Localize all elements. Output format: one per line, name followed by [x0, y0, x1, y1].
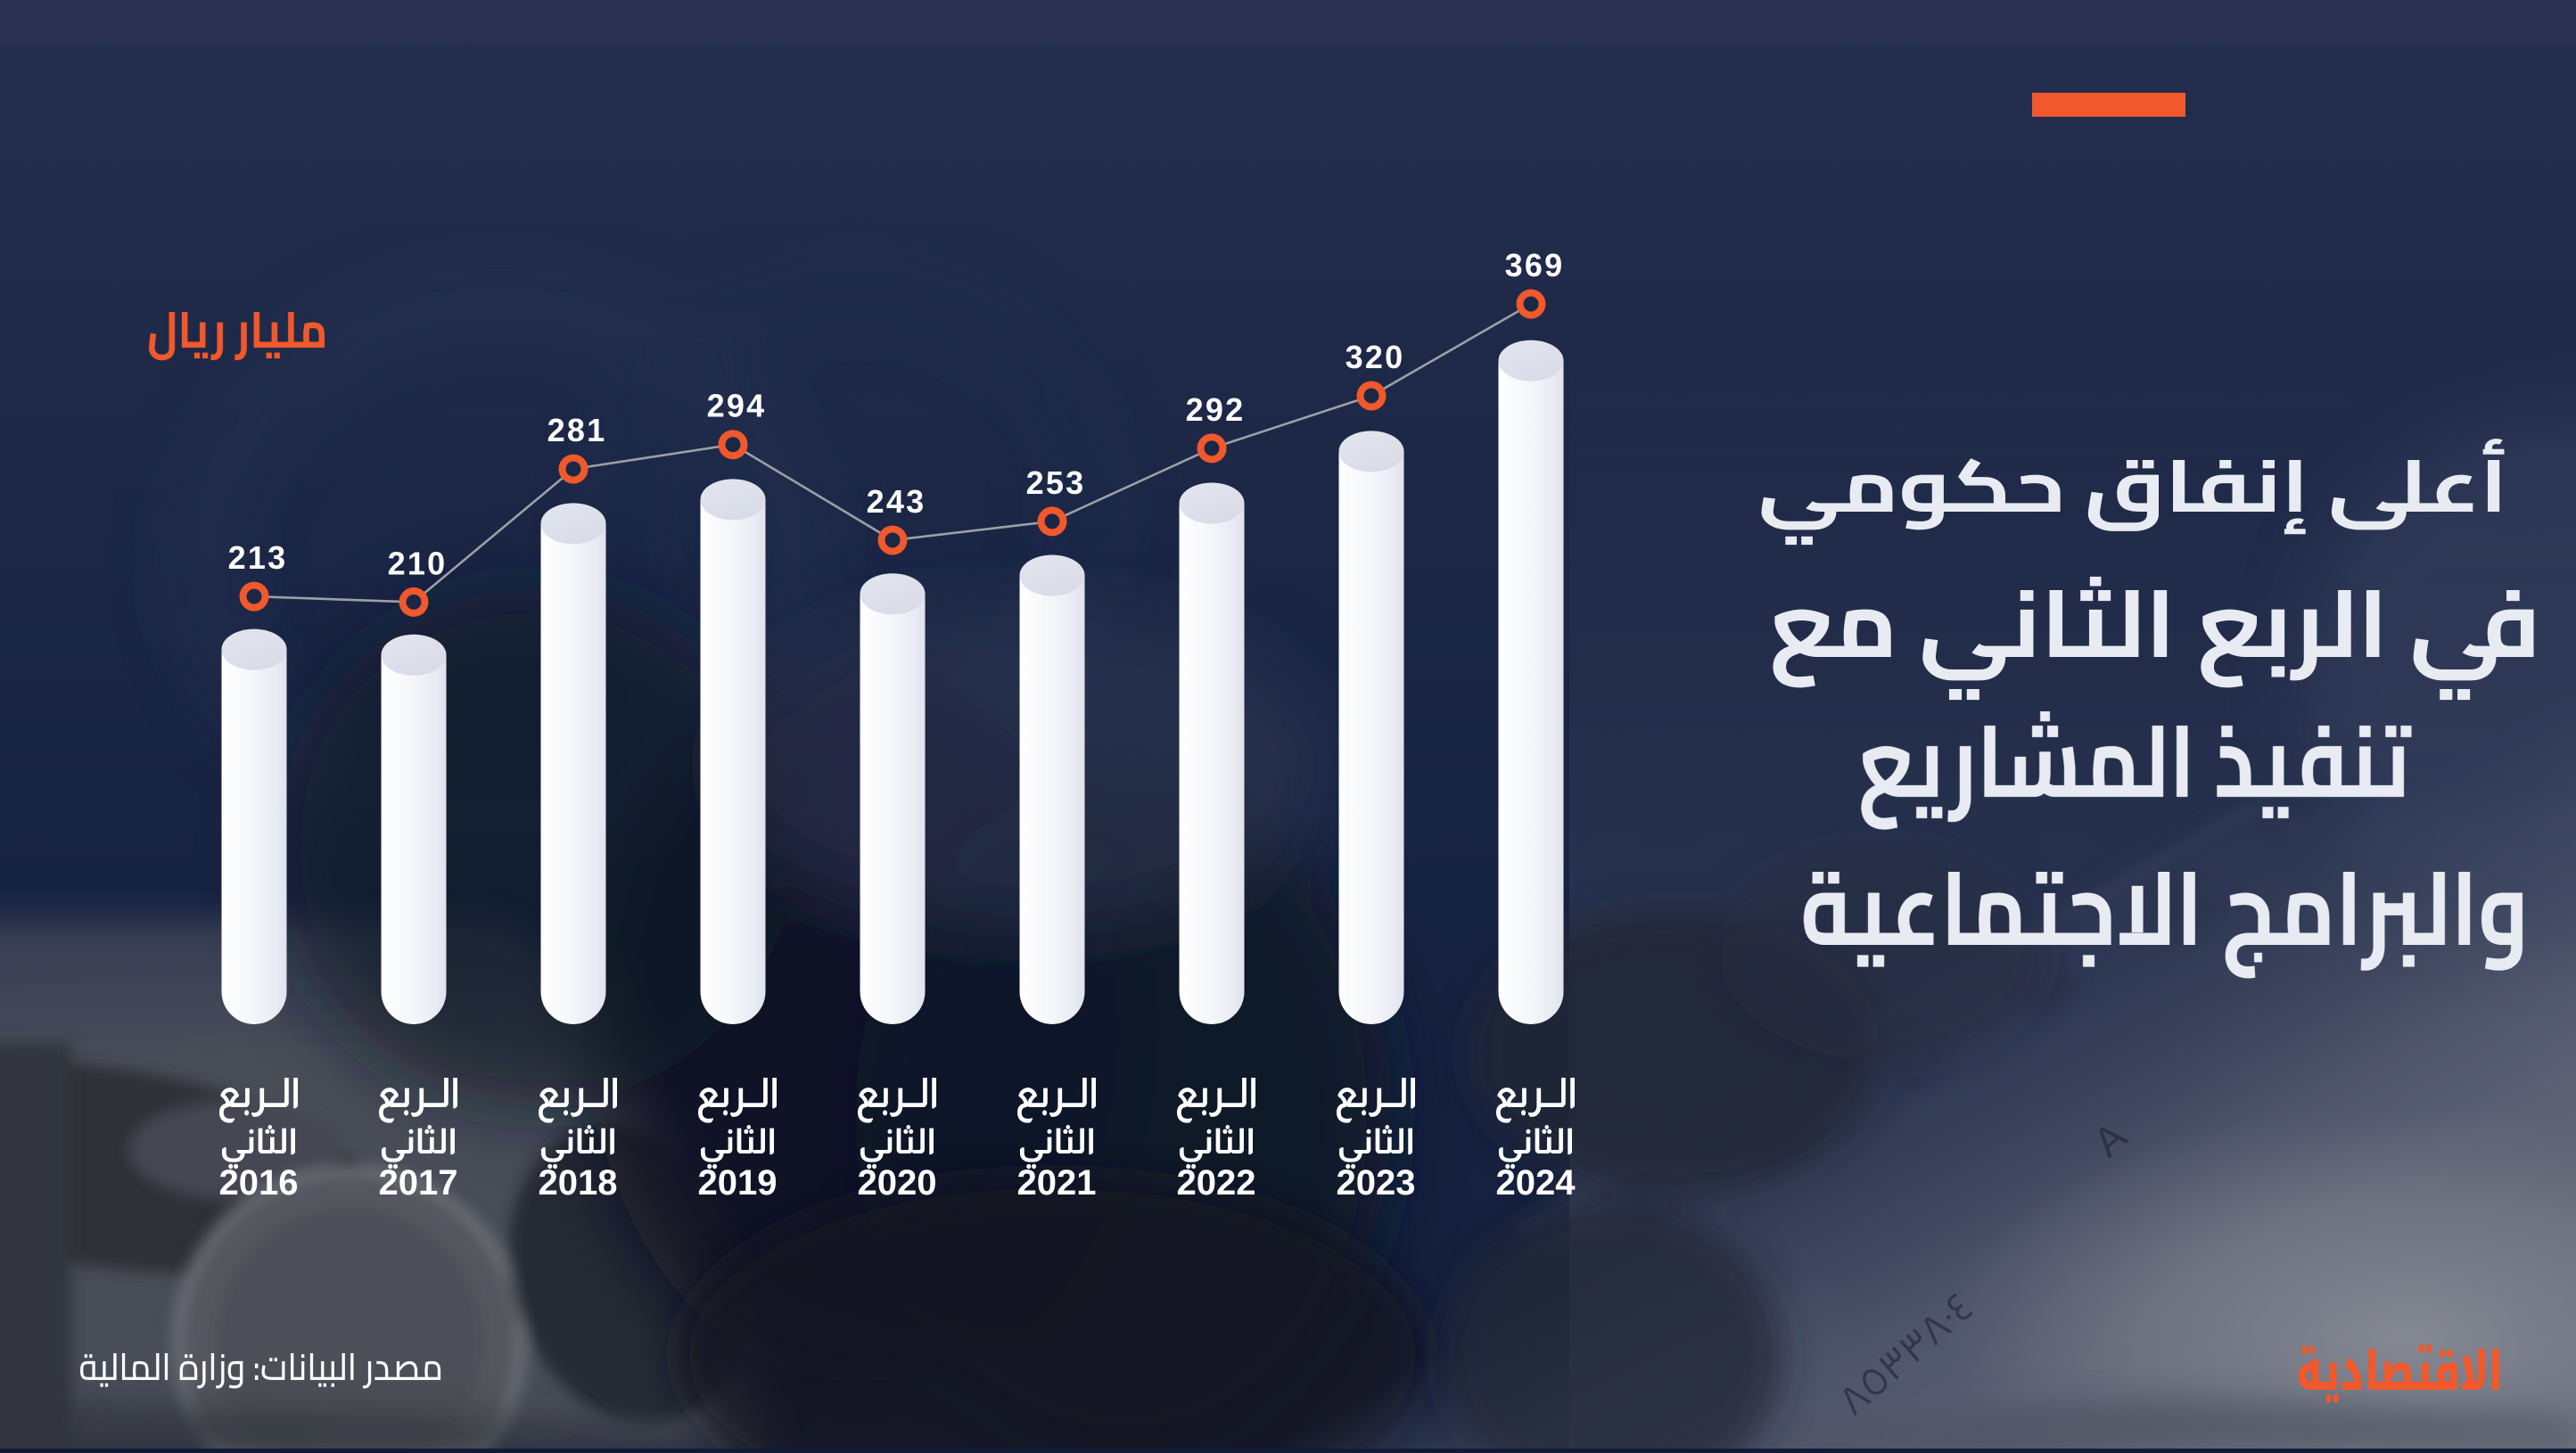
- svg-text:2021: 2021: [1017, 1163, 1097, 1203]
- svg-text:243: 243: [867, 483, 926, 520]
- svg-text:2020: 2020: [858, 1163, 937, 1203]
- svg-text:210: 210: [388, 545, 448, 581]
- svg-text:2017: 2017: [379, 1163, 458, 1203]
- svg-text:2016: 2016: [219, 1163, 299, 1203]
- svg-text:320: 320: [1346, 339, 1405, 375]
- svg-text:369: 369: [1505, 247, 1565, 283]
- svg-text:253: 253: [1026, 464, 1086, 501]
- svg-text:2018: 2018: [539, 1163, 618, 1203]
- svg-text:213: 213: [228, 539, 288, 576]
- svg-text:292: 292: [1186, 391, 1246, 428]
- svg-text:2022: 2022: [1177, 1163, 1256, 1203]
- svg-text:2023: 2023: [1337, 1163, 1416, 1203]
- svg-text:294: 294: [707, 388, 767, 424]
- svg-text:2019: 2019: [698, 1163, 778, 1203]
- svg-text:2024: 2024: [1496, 1163, 1576, 1203]
- svg-text:281: 281: [547, 412, 607, 448]
